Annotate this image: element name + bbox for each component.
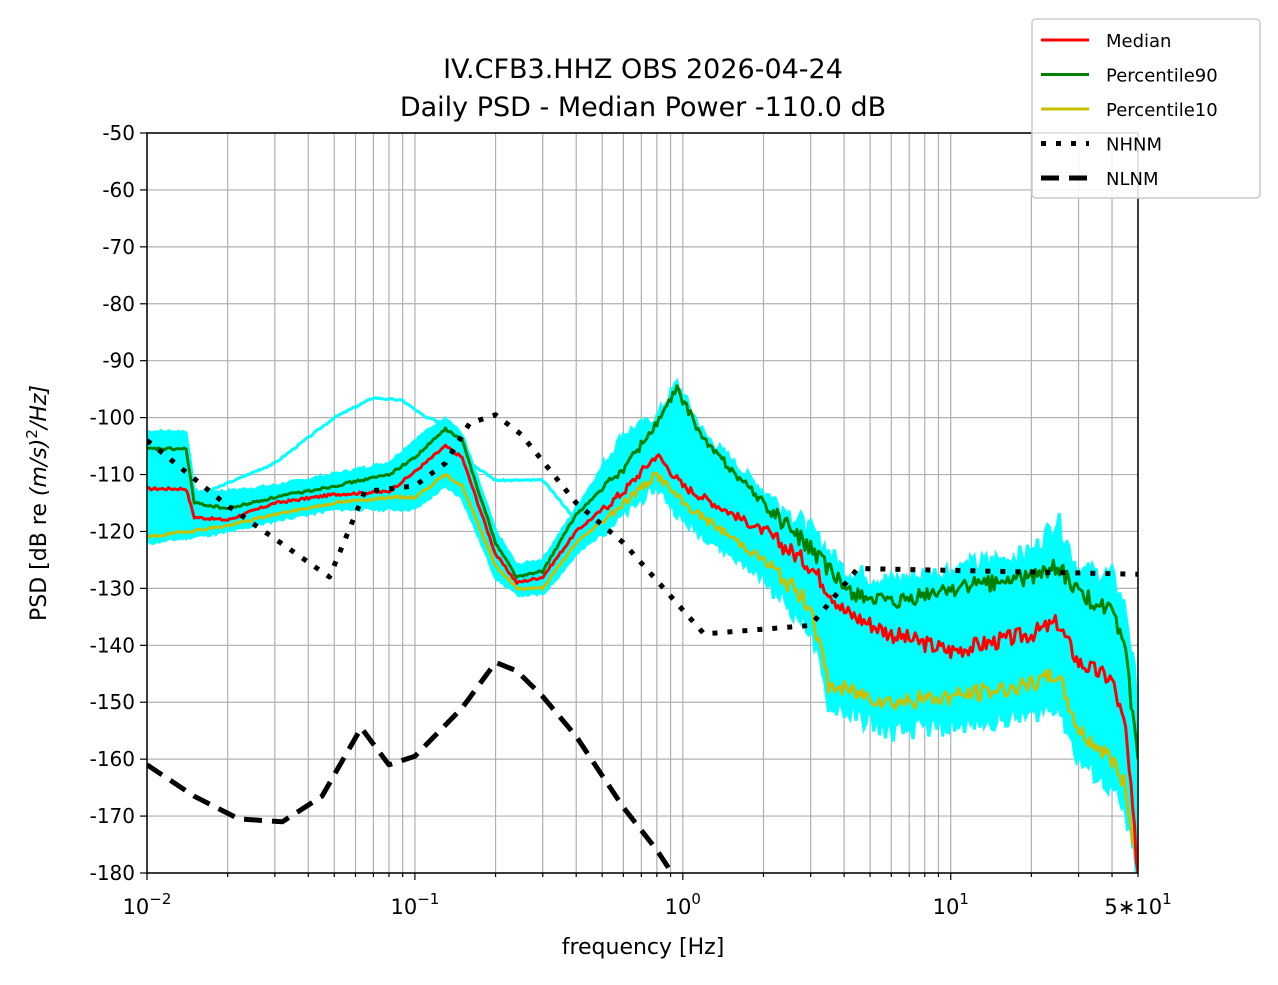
y-tick-label: -60 [102, 178, 135, 202]
y-tick-label: -110 [90, 463, 135, 487]
y-tick-label: -160 [90, 747, 135, 771]
y-tick-label: -140 [90, 633, 135, 657]
psd-trace-envelope [147, 377, 1138, 873]
y-axis-label: PSD [dB re (m/s)2/Hz] [23, 385, 52, 621]
y-label-exp: 2 [23, 429, 41, 439]
individual-psd-traces [147, 377, 1138, 873]
legend-label-percentile90: Percentile90 [1106, 66, 1218, 87]
x-tick-base: 10 [390, 895, 417, 919]
y-tick-label: -130 [90, 576, 135, 600]
x-tick-exponent: 1 [1162, 890, 1172, 908]
axis-ticks: -50 -60 -70 -80 -90 -100 -110 -120 -130 -140 -150 -… [90, 121, 1172, 919]
x-tick-exponent: −1 [417, 890, 439, 908]
legend-label-nlnm: NLNM [1106, 169, 1159, 190]
x-tick-exponent: 1 [959, 890, 969, 908]
x-tick-label: 10−1 [390, 890, 439, 919]
axes-frame [146, 132, 1139, 874]
y-tick-label: -70 [102, 235, 135, 259]
series-line-percentile90 [147, 384, 1138, 760]
y-tick-label: -120 [90, 519, 135, 543]
x-tick-base: 5∗10 [1104, 895, 1162, 919]
y-tick-label: -180 [90, 861, 135, 885]
legend-label-median: Median [1106, 31, 1171, 52]
y-tick-label: -100 [90, 406, 135, 430]
legend-label-nhnm: NHNM [1106, 135, 1162, 156]
psd-trace-outlier [193, 396, 603, 522]
y-label-prefix: PSD [dB re [27, 496, 52, 621]
y-label-unit: (m/s) [27, 439, 52, 496]
y-tick-label: -90 [102, 349, 135, 373]
series-line-nlnm [147, 659, 674, 873]
legend-label-percentile10: Percentile10 [1106, 100, 1218, 121]
x-tick-label: 100 [665, 890, 701, 919]
y-tick-label: -150 [90, 690, 135, 714]
series-line-nhnm [147, 412, 1138, 637]
series-line-percentile10 [147, 471, 1138, 873]
x-tick-label: 101 [933, 890, 969, 919]
y-tick-label: -50 [102, 121, 135, 145]
chart-subtitle: Daily PSD - Median Power -110.0 dB [400, 92, 886, 123]
x-tick-exponent: 0 [691, 890, 701, 908]
legend: Median Percentile90 Percentile10 NHNM NLNM [1031, 18, 1261, 199]
x-axis-label: frequency [Hz] [562, 935, 725, 960]
y-tick-label: -80 [102, 292, 135, 316]
x-tick-base: 10 [665, 895, 692, 919]
y-label-suffix: /Hz] [27, 385, 52, 431]
x-tick-exponent: −2 [149, 890, 171, 908]
x-tick-base: 10 [933, 895, 960, 919]
series-line-median [147, 443, 1138, 873]
y-tick-label: -170 [90, 804, 135, 828]
x-tick-label: 5∗101 [1104, 890, 1171, 919]
x-tick-base: 10 [123, 895, 150, 919]
x-tick-label: 10−2 [123, 890, 172, 919]
series-lines [147, 384, 1138, 873]
chart-title: IV.CFB3.HHZ OBS 2026-04-24 [443, 54, 843, 85]
